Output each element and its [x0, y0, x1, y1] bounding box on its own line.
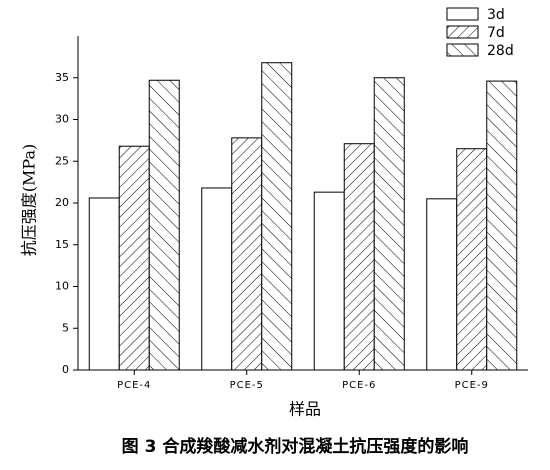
x-tick-label: PCE-6 [342, 380, 376, 391]
y-tick-label: 0 [62, 363, 69, 376]
y-tick-label: 35 [55, 71, 69, 84]
x-axis-label: 样品 [289, 400, 321, 419]
legend-label: 3d [487, 7, 505, 23]
y-tick-label: 15 [55, 238, 69, 251]
x-tick-label: PCE-5 [230, 380, 264, 391]
legend-label: 7d [487, 25, 505, 41]
bar [313, 191, 345, 371]
y-tick-label: 10 [55, 280, 69, 293]
y-tick-label: 25 [55, 154, 69, 167]
x-tick-label: PCE-9 [455, 380, 489, 391]
y-tick-label: 20 [55, 196, 69, 209]
legend-swatch [446, 25, 479, 39]
bar [118, 145, 150, 371]
legend-swatch [446, 43, 479, 57]
bar [148, 79, 180, 371]
y-tick-label: 30 [55, 113, 69, 126]
bar [343, 143, 375, 371]
bar [201, 187, 233, 371]
bar [373, 77, 405, 371]
legend-label: 28d [487, 43, 514, 59]
bar [486, 80, 518, 371]
bar [426, 198, 458, 371]
bar [88, 197, 120, 371]
bar [261, 62, 293, 371]
bar [456, 148, 488, 371]
bar [231, 137, 263, 371]
caption: 图 3 合成羧酸减水剂对混凝土抗压强度的影响 [122, 436, 469, 457]
y-tick-label: 5 [62, 321, 69, 334]
y-axis-label: 抗压强度(MPa) [20, 144, 39, 256]
x-tick-label: PCE-4 [117, 380, 151, 391]
legend-swatch [446, 7, 479, 21]
